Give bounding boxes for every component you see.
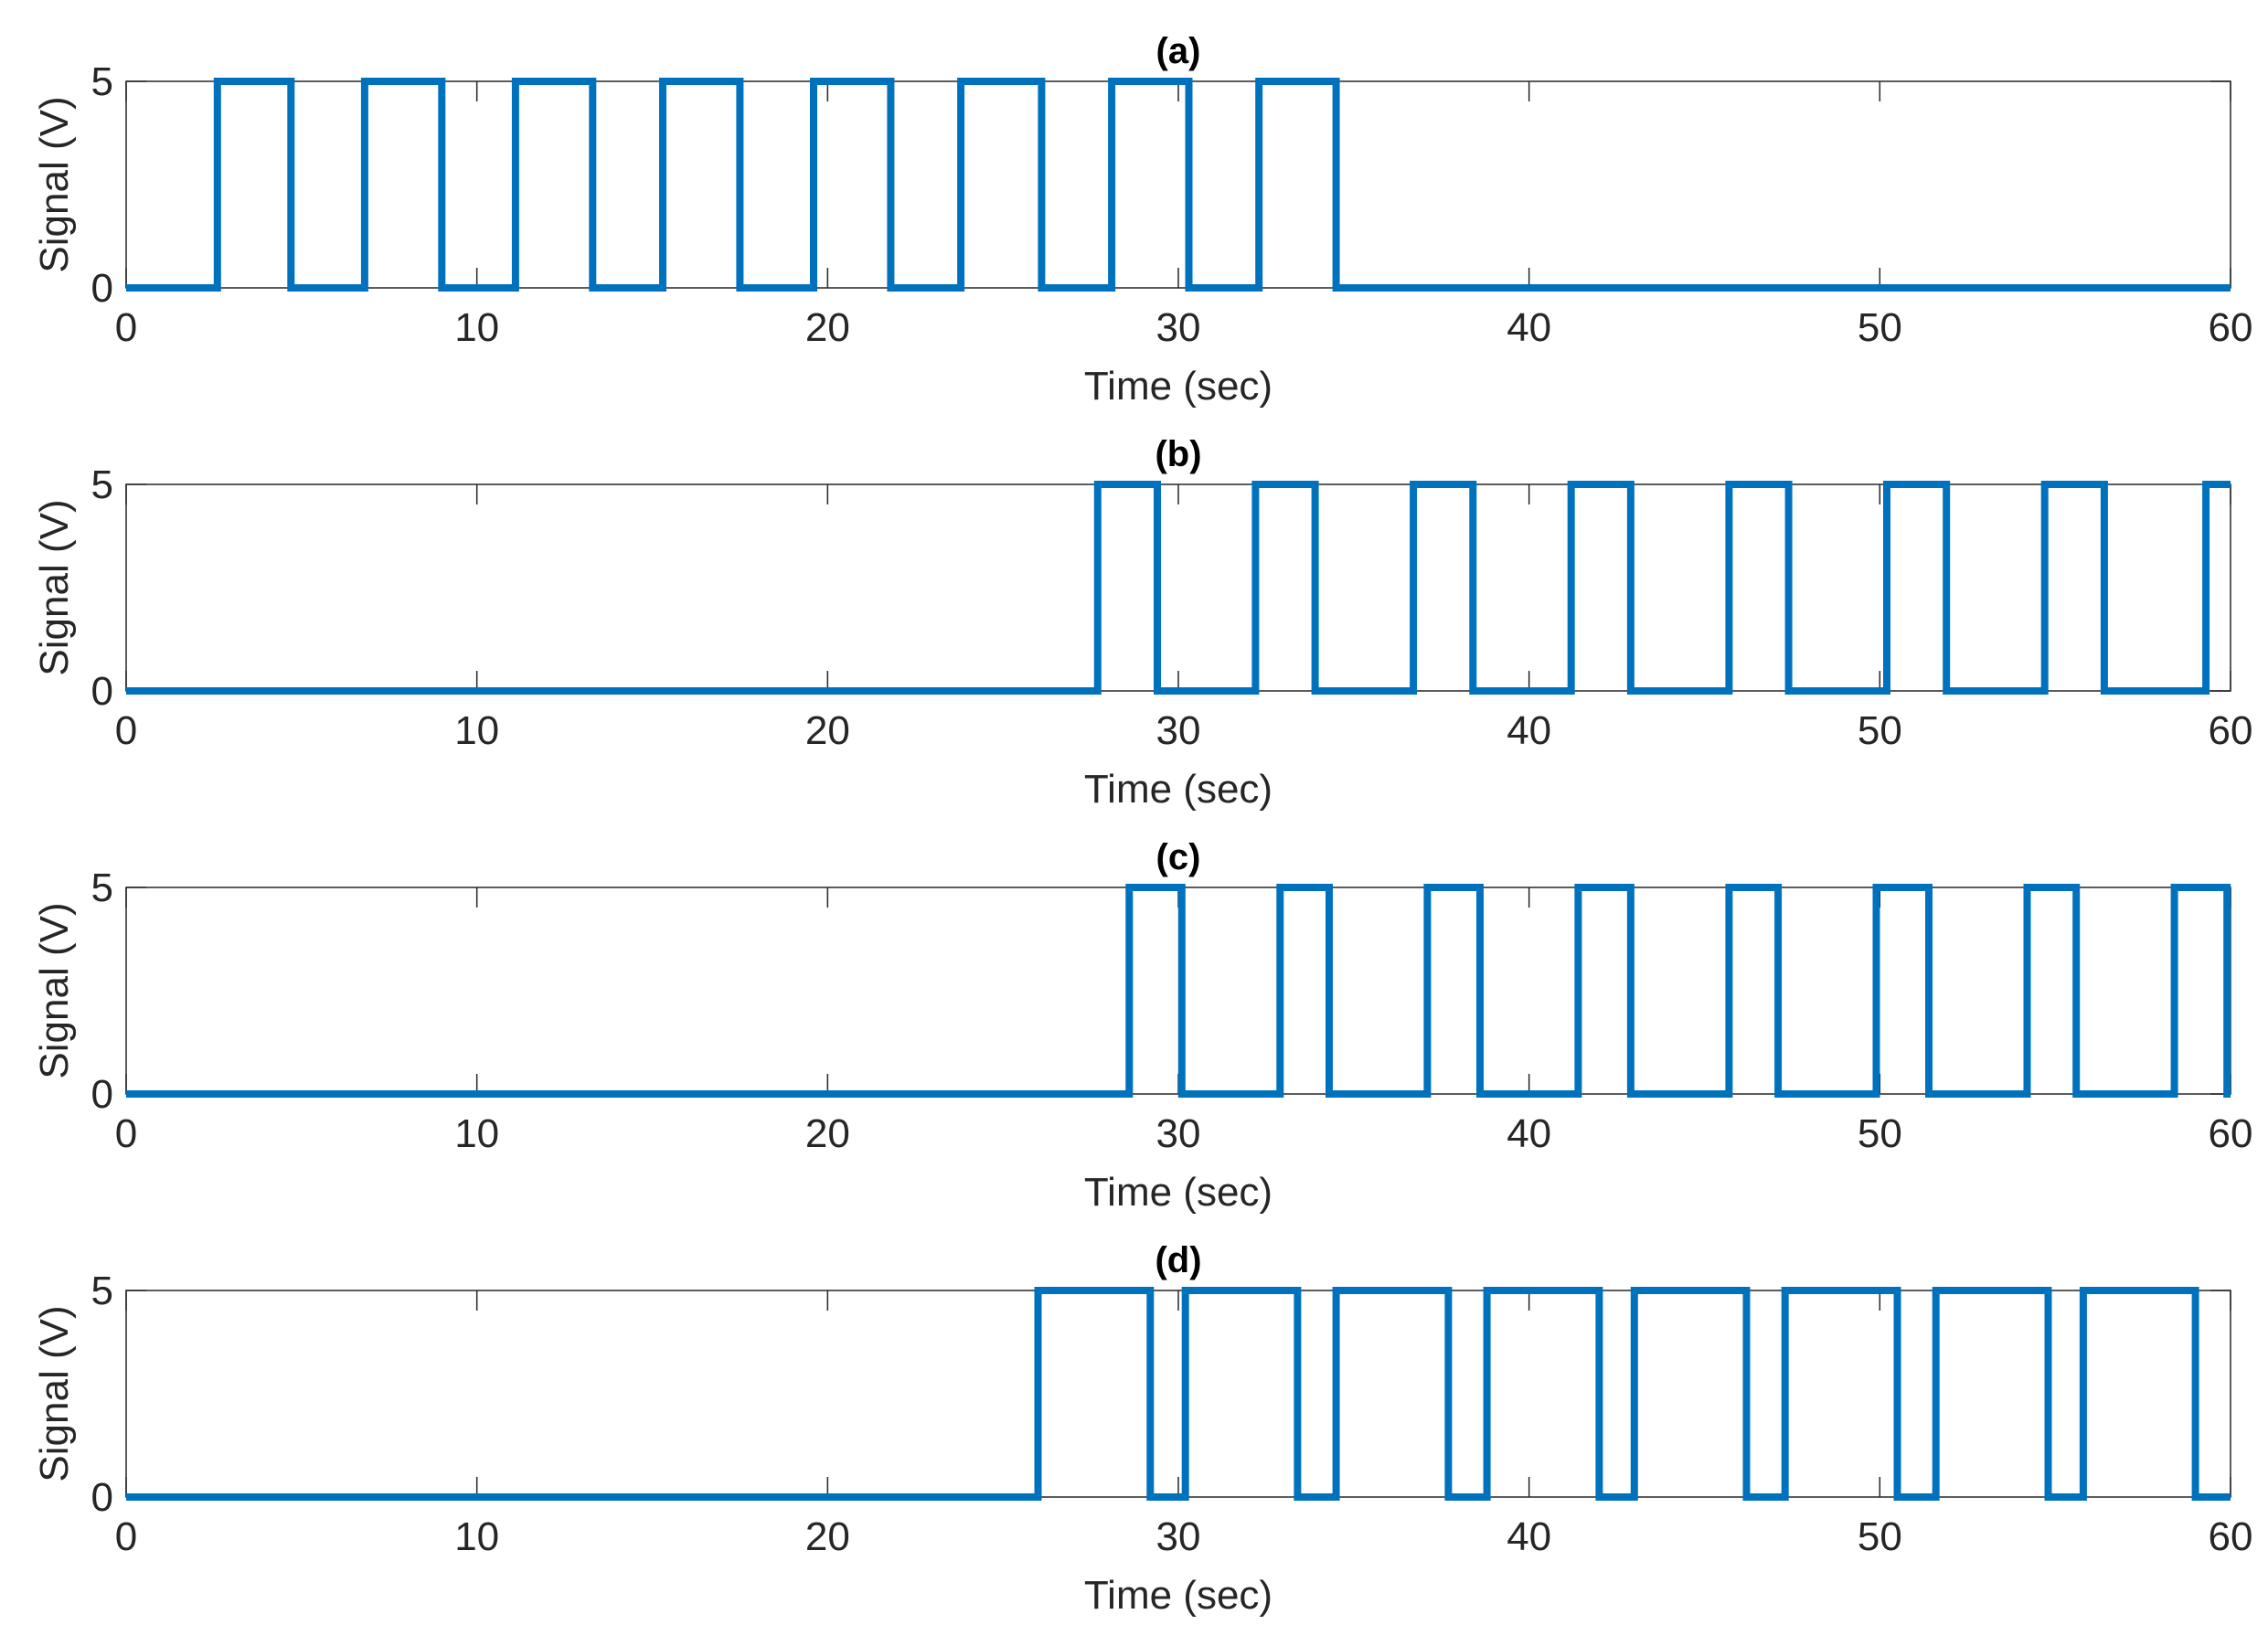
x-tick-label: 30 <box>1156 1514 1201 1559</box>
subplot-title: (b) <box>1155 434 1201 474</box>
y-axis-label: Signal (V) <box>32 902 77 1078</box>
subplot-title: (a) <box>1156 31 1201 71</box>
y-tick-label: 0 <box>91 669 113 714</box>
x-tick-label: 60 <box>2209 1514 2253 1559</box>
x-tick-label: 50 <box>1858 1514 1902 1559</box>
x-tick-label: 40 <box>1507 1111 1551 1156</box>
y-tick-label: 5 <box>91 462 113 507</box>
x-tick-label: 60 <box>2209 1111 2253 1156</box>
y-tick-label: 5 <box>91 1269 113 1313</box>
x-tick-label: 60 <box>2209 708 2253 753</box>
y-tick-label: 5 <box>91 865 113 910</box>
x-tick-label: 40 <box>1507 708 1551 753</box>
x-tick-label: 30 <box>1156 708 1201 753</box>
subplot-3: 0 10 20 30 40 50 60 0 5 (c) Time (sec) Signal (V) <box>32 837 2252 1215</box>
axes-box <box>125 483 2231 692</box>
x-axis-label: Time (sec) <box>1084 364 1272 409</box>
x-tick-label: 50 <box>1858 708 1902 753</box>
x-axis-label: Time (sec) <box>1084 1573 1272 1618</box>
x-tick-label: 0 <box>115 708 137 753</box>
x-tick-label: 10 <box>454 1514 499 1559</box>
x-tick-label: 30 <box>1156 305 1201 350</box>
subplot-2: 0 10 20 30 40 50 60 0 5 (b) Time (sec) Signal (V) <box>32 434 2252 812</box>
x-tick-label: 60 <box>2209 305 2253 350</box>
x-tick-label: 30 <box>1156 1111 1201 1156</box>
y-tick-label: 5 <box>91 59 113 104</box>
x-tick-label: 0 <box>115 305 137 350</box>
signal-line <box>126 1287 2231 1501</box>
y-axis-label: Signal (V) <box>32 499 77 675</box>
y-tick-label: 0 <box>91 266 113 311</box>
y-tick-label: 0 <box>91 1475 113 1520</box>
x-tick-label: 0 <box>115 1111 137 1156</box>
signal-line <box>126 884 2231 1098</box>
subplot-title: (c) <box>1156 837 1201 877</box>
x-tick-label: 50 <box>1858 1111 1902 1156</box>
y-axis-label: Signal (V) <box>32 96 77 272</box>
x-tick-label: 40 <box>1507 1514 1551 1559</box>
x-tick-label: 20 <box>805 1514 850 1559</box>
x-tick-label: 0 <box>115 1514 137 1559</box>
axes-box <box>125 80 2231 289</box>
x-tick-label: 10 <box>454 1111 499 1156</box>
x-tick-label: 20 <box>805 305 850 350</box>
x-tick-label: 10 <box>454 708 499 753</box>
axes-box <box>125 1290 2231 1498</box>
x-tick-label: 20 <box>805 1111 850 1156</box>
x-axis-label: Time (sec) <box>1084 767 1272 812</box>
subplot-4: 0 10 20 30 40 50 60 0 5 (d) Time (sec) Signal (V) <box>32 1240 2252 1618</box>
x-tick-label: 10 <box>454 305 499 350</box>
signal-line <box>126 78 2231 292</box>
y-tick-label: 0 <box>91 1072 113 1117</box>
x-tick-label: 40 <box>1507 305 1551 350</box>
x-tick-label: 20 <box>805 708 850 753</box>
signal-line <box>126 481 2231 695</box>
x-tick-label: 50 <box>1858 305 1902 350</box>
subplot-title: (d) <box>1155 1240 1201 1280</box>
x-axis-label: Time (sec) <box>1084 1170 1272 1215</box>
subplot-1: 0 10 20 30 40 50 60 0 5 (a) Time (sec) Signal (V) <box>32 31 2252 409</box>
y-axis-label: Signal (V) <box>32 1305 77 1481</box>
